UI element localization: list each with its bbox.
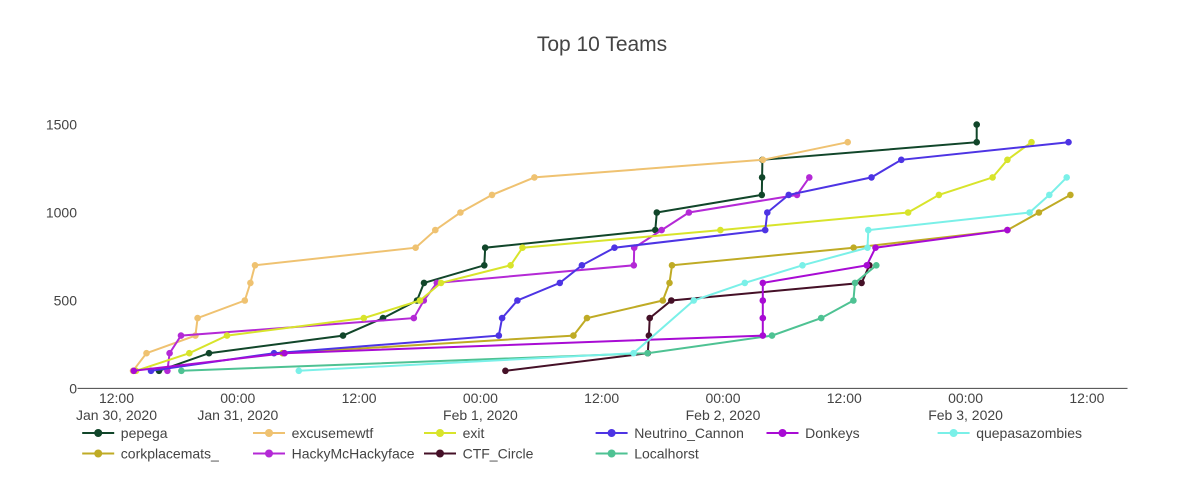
- svg-text:Feb 3, 2020: Feb 3, 2020: [928, 407, 1003, 423]
- svg-text:12:00: 12:00: [827, 390, 862, 406]
- svg-text:pepega: pepega: [121, 425, 168, 441]
- svg-text:1500: 1500: [46, 117, 77, 133]
- svg-text:12:00: 12:00: [584, 390, 619, 406]
- svg-text:exit: exit: [463, 425, 485, 441]
- svg-text:Jan 31, 2020: Jan 31, 2020: [197, 407, 278, 423]
- svg-text:CTF_Circle: CTF_Circle: [463, 446, 534, 462]
- svg-text:Feb 2, 2020: Feb 2, 2020: [686, 407, 761, 423]
- svg-text:Donkeys: Donkeys: [805, 425, 859, 441]
- svg-text:00:00: 00:00: [705, 390, 740, 406]
- svg-text:12:00: 12:00: [1069, 390, 1104, 406]
- svg-text:Feb 1, 2020: Feb 1, 2020: [443, 407, 518, 423]
- svg-text:00:00: 00:00: [220, 390, 255, 406]
- svg-text:corkplacemats_: corkplacemats_: [121, 446, 219, 462]
- svg-text:quepasazombies: quepasazombies: [976, 425, 1082, 441]
- svg-text:500: 500: [54, 293, 78, 309]
- svg-text:00:00: 00:00: [463, 390, 498, 406]
- svg-text:excusemewtf: excusemewtf: [292, 425, 374, 441]
- svg-text:1000: 1000: [46, 205, 77, 221]
- svg-text:Top 10 Teams: Top 10 Teams: [537, 33, 667, 56]
- svg-text:00:00: 00:00: [948, 390, 983, 406]
- svg-text:HackyMcHackyface: HackyMcHackyface: [292, 446, 415, 462]
- svg-text:Jan 30, 2020: Jan 30, 2020: [76, 407, 157, 423]
- svg-text:0: 0: [69, 380, 77, 396]
- svg-text:Neutrino_Cannon: Neutrino_Cannon: [634, 425, 744, 441]
- svg-text:12:00: 12:00: [342, 390, 377, 406]
- svg-text:Localhorst: Localhorst: [634, 446, 699, 462]
- svg-text:12:00: 12:00: [99, 390, 134, 406]
